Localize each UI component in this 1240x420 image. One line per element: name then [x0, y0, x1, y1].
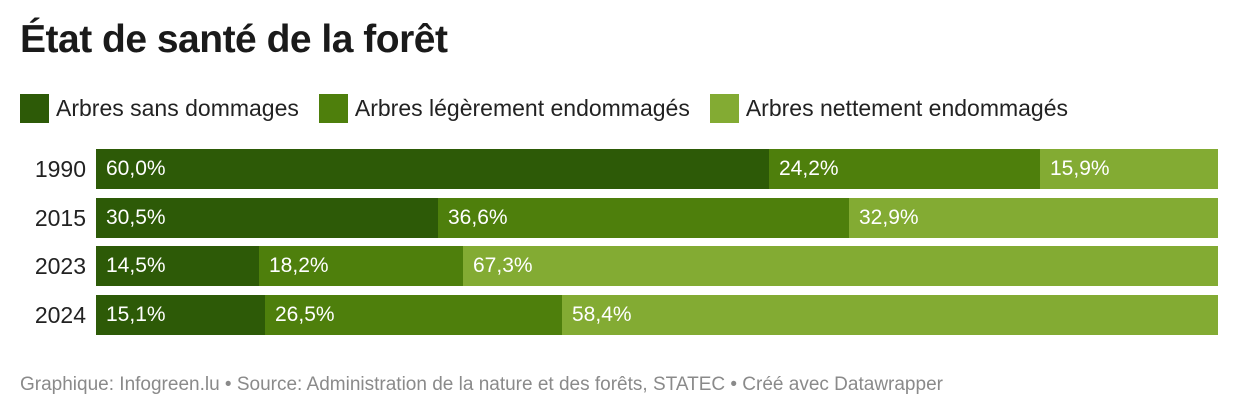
category-label: 2015 [34, 205, 86, 231]
category-label: 1990 [34, 156, 86, 182]
bar-segment: 67,3% [463, 246, 1218, 286]
chart-footer: Graphique: Infogreen.lu • Source: Admini… [20, 374, 943, 395]
legend-item-1: Arbres légèrement endommagés [318, 93, 690, 123]
data-label: 36,6% [448, 206, 508, 229]
bar-segment: 36,6% [438, 198, 849, 238]
data-label: 58,4% [572, 303, 632, 326]
data-label: 32,9% [859, 206, 919, 229]
data-label: 15,1% [106, 303, 166, 326]
legend-label: Arbres légèrement endommagés [354, 94, 690, 121]
data-label: 60,0% [106, 157, 166, 180]
legend-swatch [709, 93, 739, 123]
category-label: 2023 [34, 253, 86, 279]
bar-segment: 58,4% [562, 295, 1218, 335]
data-label: 18,2% [269, 254, 329, 277]
chart-legend: Arbres sans dommages Arbres légèrement en… [20, 92, 1088, 124]
legend-item-2: Arbres nettement endommagés [709, 93, 1069, 123]
data-label: 15,9% [1050, 157, 1110, 180]
data-label: 30,5% [106, 206, 166, 229]
bar-row: 60,0% 24,2% 15,9% [96, 149, 1218, 189]
bar-segment: 32,9% [849, 198, 1218, 238]
data-label: 14,5% [106, 254, 166, 277]
bar-segment: 26,5% [265, 295, 562, 335]
legend-swatch [20, 93, 49, 123]
bar-segment: 15,9% [1040, 149, 1218, 189]
data-label: 67,3% [473, 254, 533, 277]
bar-row: 30,5% 36,6% 32,9% [96, 198, 1218, 238]
legend-item-0: Arbres sans dommages [20, 93, 299, 123]
bar-row: 15,1% 26,5% 58,4% [96, 295, 1218, 335]
bar-segment: 24,2% [769, 149, 1040, 189]
data-label: 24,2% [779, 157, 839, 180]
bar-segment: 15,1% [96, 295, 265, 335]
data-label: 26,5% [275, 303, 335, 326]
bar-segment: 30,5% [96, 198, 438, 238]
legend-label: Arbres sans dommages [56, 94, 299, 121]
bar-segment: 60,0% [96, 149, 769, 189]
legend-swatch [318, 93, 348, 123]
legend-label: Arbres nettement endommagés [745, 94, 1069, 121]
bar-segment: 14,5% [96, 246, 259, 286]
chart-title: État de santé de la forêt [20, 18, 448, 61]
bar-row: 14,5% 18,2% 67,3% [96, 246, 1218, 286]
category-label: 2024 [34, 302, 86, 328]
bar-segment: 18,2% [259, 246, 463, 286]
